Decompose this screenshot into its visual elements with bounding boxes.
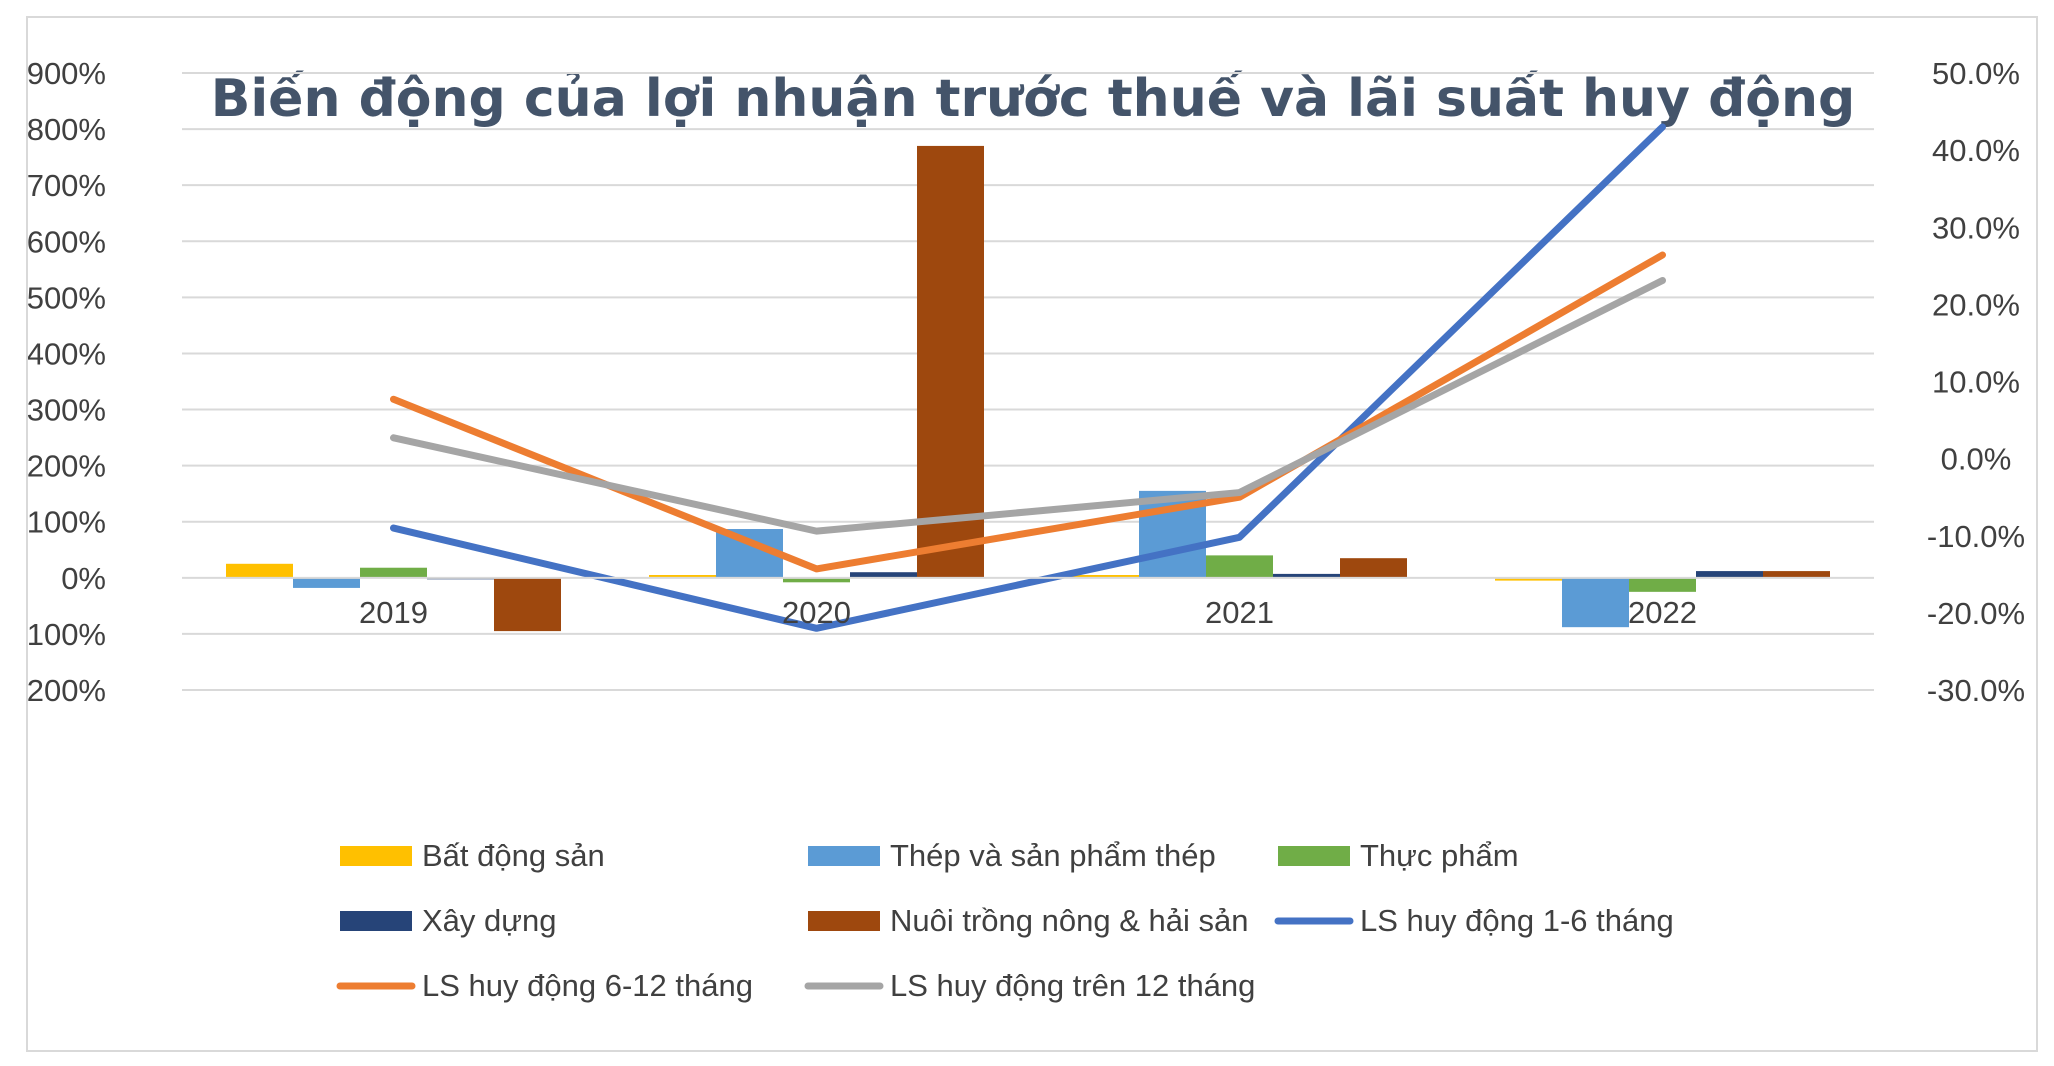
y-left-tick-label: 500% xyxy=(28,280,106,315)
bar xyxy=(226,563,293,578)
legend-label: Thép và sản phẩm thép xyxy=(890,838,1216,873)
legend-swatch xyxy=(340,911,412,931)
bar xyxy=(649,575,716,578)
x-category-label: 2020 xyxy=(782,595,851,630)
bar xyxy=(1562,577,1629,628)
legend-label: LS huy động 1-6 tháng xyxy=(1360,903,1674,938)
bars xyxy=(226,145,1830,632)
legend-label: Nuôi trồng nông & hải sản xyxy=(890,903,1248,938)
series-line xyxy=(390,276,1666,535)
y-left-tick-label: -100% xyxy=(28,617,106,652)
y-left-tick-label: 200% xyxy=(28,449,106,484)
y-left-tick-label: 700% xyxy=(28,168,106,203)
y-right-tick-label: 0.0% xyxy=(1941,442,2012,477)
bar xyxy=(1273,573,1340,578)
bar xyxy=(917,145,984,578)
y-right-tick-label: 30.0% xyxy=(1932,210,2020,245)
y-right-tick-label: 50.0% xyxy=(1932,56,2020,91)
y-left-tick-label: 100% xyxy=(28,505,106,540)
bar xyxy=(360,567,427,578)
bar xyxy=(783,577,850,583)
legend-label: Xây dựng xyxy=(422,903,557,938)
legend-label: LS huy động 6-12 tháng xyxy=(422,968,753,1003)
x-category-label: 2021 xyxy=(1205,595,1274,630)
axes: -200% -100% 0% 100% 200% 300% 400% 500% 600% 700%… xyxy=(28,56,2025,708)
bar xyxy=(1696,571,1763,578)
y-left-tick-label: 800% xyxy=(28,112,106,147)
legend-label: Thực phẩm xyxy=(1360,838,1519,873)
y-left-tick-label: 900% xyxy=(28,56,106,91)
bar xyxy=(1206,555,1273,578)
chart-frame: Biến động của lợi nhuận trước thuế và lã… xyxy=(26,16,2038,1052)
bar xyxy=(1495,577,1562,581)
y-left-tick-label: 600% xyxy=(28,224,106,259)
bar xyxy=(1763,571,1830,578)
bar xyxy=(293,577,360,588)
y-right-tick-label: 40.0% xyxy=(1932,133,2020,168)
legend-label: LS huy động trên 12 tháng xyxy=(890,968,1255,1003)
x-category-label: 2019 xyxy=(359,595,428,630)
x-category-label: 2022 xyxy=(1628,595,1697,630)
y-right-tick-label: -20.0% xyxy=(1927,596,2025,631)
bar xyxy=(1629,577,1696,592)
legend: Bất động sản Thép và sản phẩm thép Thực ph… xyxy=(336,838,1674,1003)
legend-label: Bất động sản xyxy=(422,838,605,873)
legend-swatch xyxy=(808,911,880,931)
legend-swatch xyxy=(340,846,412,866)
bar xyxy=(1072,575,1139,578)
chart-title: Biến động của lợi nhuận trước thuế và lã… xyxy=(211,69,1856,129)
legend-swatch xyxy=(808,846,880,866)
bar xyxy=(494,577,561,632)
y-left-tick-label: 400% xyxy=(28,336,106,371)
y-left-tick-label: -200% xyxy=(28,673,106,708)
y-right-tick-label: 10.0% xyxy=(1932,365,2020,400)
y-left-tick-label: 0% xyxy=(61,561,106,596)
bar xyxy=(850,572,917,578)
bar xyxy=(1340,558,1407,578)
lines xyxy=(390,123,1666,632)
y-right-tick-label: 20.0% xyxy=(1932,287,2020,322)
y-left-tick-label: 300% xyxy=(28,393,106,428)
legend-swatch xyxy=(1278,846,1350,866)
y-right-tick-label: -10.0% xyxy=(1927,519,2025,554)
chart-svg: Biến động của lợi nhuận trước thuế và lã… xyxy=(28,56,2025,1003)
gridlines xyxy=(182,72,1874,691)
y-right-tick-label: -30.0% xyxy=(1927,673,2025,708)
